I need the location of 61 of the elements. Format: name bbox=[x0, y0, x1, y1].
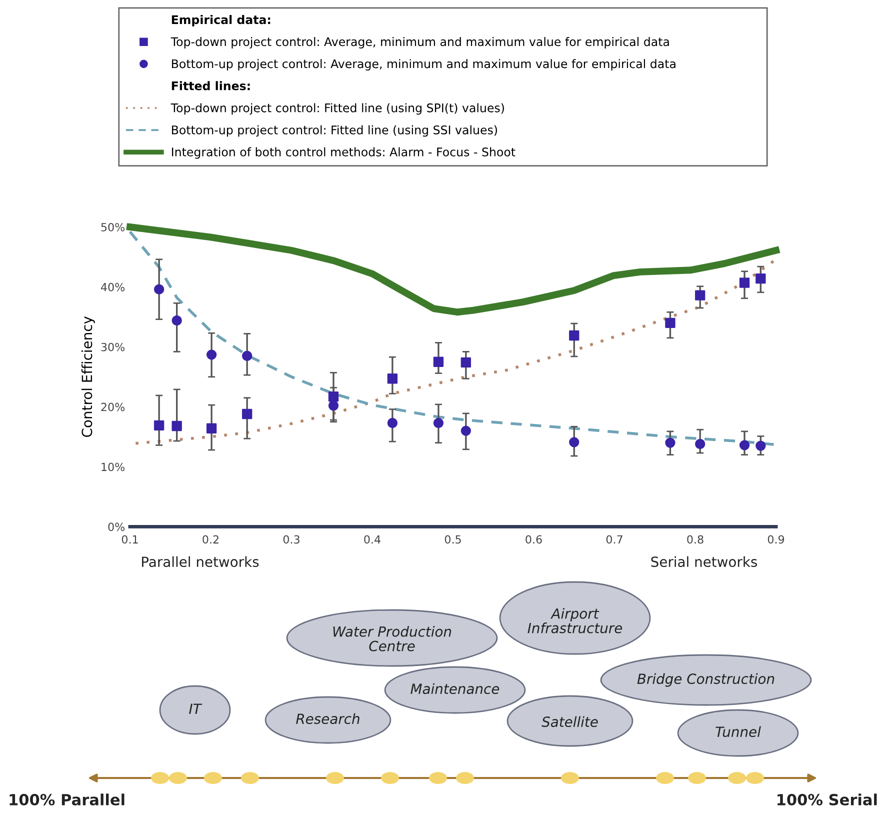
text: Satellite bbox=[542, 716, 598, 728]
point bbox=[569, 437, 580, 448]
y-tick-label: 30% bbox=[101, 342, 125, 352]
point bbox=[206, 423, 217, 434]
point bbox=[569, 330, 580, 341]
text: IT bbox=[189, 704, 202, 714]
point bbox=[433, 356, 444, 367]
text: Airport Infrastructure bbox=[528, 608, 622, 634]
text: 100% Serial bbox=[778, 794, 877, 806]
point bbox=[665, 318, 676, 328]
text: 100% Parallel bbox=[10, 794, 124, 806]
y-tick-label: 0% bbox=[108, 522, 125, 532]
point bbox=[206, 350, 217, 360]
x-tick-label: 0.4 bbox=[364, 535, 380, 544]
x-tick-label: 0.9 bbox=[768, 535, 784, 544]
point bbox=[433, 418, 444, 428]
point bbox=[756, 273, 766, 284]
point bbox=[172, 420, 182, 432]
x-tick-label: 0.2 bbox=[202, 535, 218, 544]
legend-label: Top-down project control: Fitted line (using SPI(t) values) bbox=[170, 103, 504, 115]
point bbox=[328, 400, 339, 411]
legend-label: Top-down project control: Average, minimum and maximum value for empirical data bbox=[170, 37, 669, 48]
x-tick-label: 0.6 bbox=[526, 535, 542, 544]
point bbox=[328, 392, 339, 402]
point bbox=[756, 440, 766, 451]
point bbox=[172, 315, 182, 326]
point bbox=[739, 440, 750, 450]
point bbox=[242, 408, 252, 420]
legend-title: Empirical data: bbox=[172, 14, 270, 26]
x-tick-label: 0.7 bbox=[606, 535, 622, 544]
text: Research bbox=[296, 713, 360, 724]
x-tick-label: 0.5 bbox=[444, 535, 461, 544]
point bbox=[387, 374, 398, 384]
point bbox=[460, 426, 472, 436]
x-tick-label: 0.8 bbox=[687, 535, 704, 544]
point bbox=[154, 420, 164, 430]
point bbox=[387, 418, 398, 428]
point bbox=[739, 278, 750, 288]
point bbox=[242, 350, 252, 361]
legend-label: Integration of both control methods: Alarm - Focus - Shoot bbox=[172, 147, 516, 159]
y-tick-label: 10% bbox=[102, 462, 125, 472]
x-tick-label: 0.1 bbox=[122, 535, 138, 544]
y-tick-label: 50% bbox=[101, 222, 125, 232]
y-tick-label: 40% bbox=[100, 282, 125, 292]
text: Serial networks bbox=[651, 556, 757, 568]
point bbox=[665, 438, 676, 448]
text: Tunnel bbox=[716, 726, 761, 738]
text: Fitted lines: bbox=[172, 81, 250, 90]
text: Parallel networks bbox=[142, 556, 259, 568]
text: Maintenance bbox=[410, 683, 500, 694]
point bbox=[460, 357, 472, 368]
point bbox=[695, 438, 706, 450]
y-axis-title: Control Efficiency bbox=[81, 316, 95, 437]
legend-label: Bottom-up project control: Fitted line (using SSI values) bbox=[172, 125, 497, 137]
legend-label: Bottom-up project control: Average, minimum and maximum value for empirical data bbox=[172, 59, 676, 71]
y-tick-label: 20% bbox=[101, 402, 125, 412]
point bbox=[154, 284, 164, 294]
point bbox=[695, 290, 706, 300]
x-tick-label: 0.3 bbox=[283, 535, 300, 544]
text: Bridge Construction bbox=[637, 673, 774, 687]
text: Water Production Centre bbox=[333, 626, 452, 652]
